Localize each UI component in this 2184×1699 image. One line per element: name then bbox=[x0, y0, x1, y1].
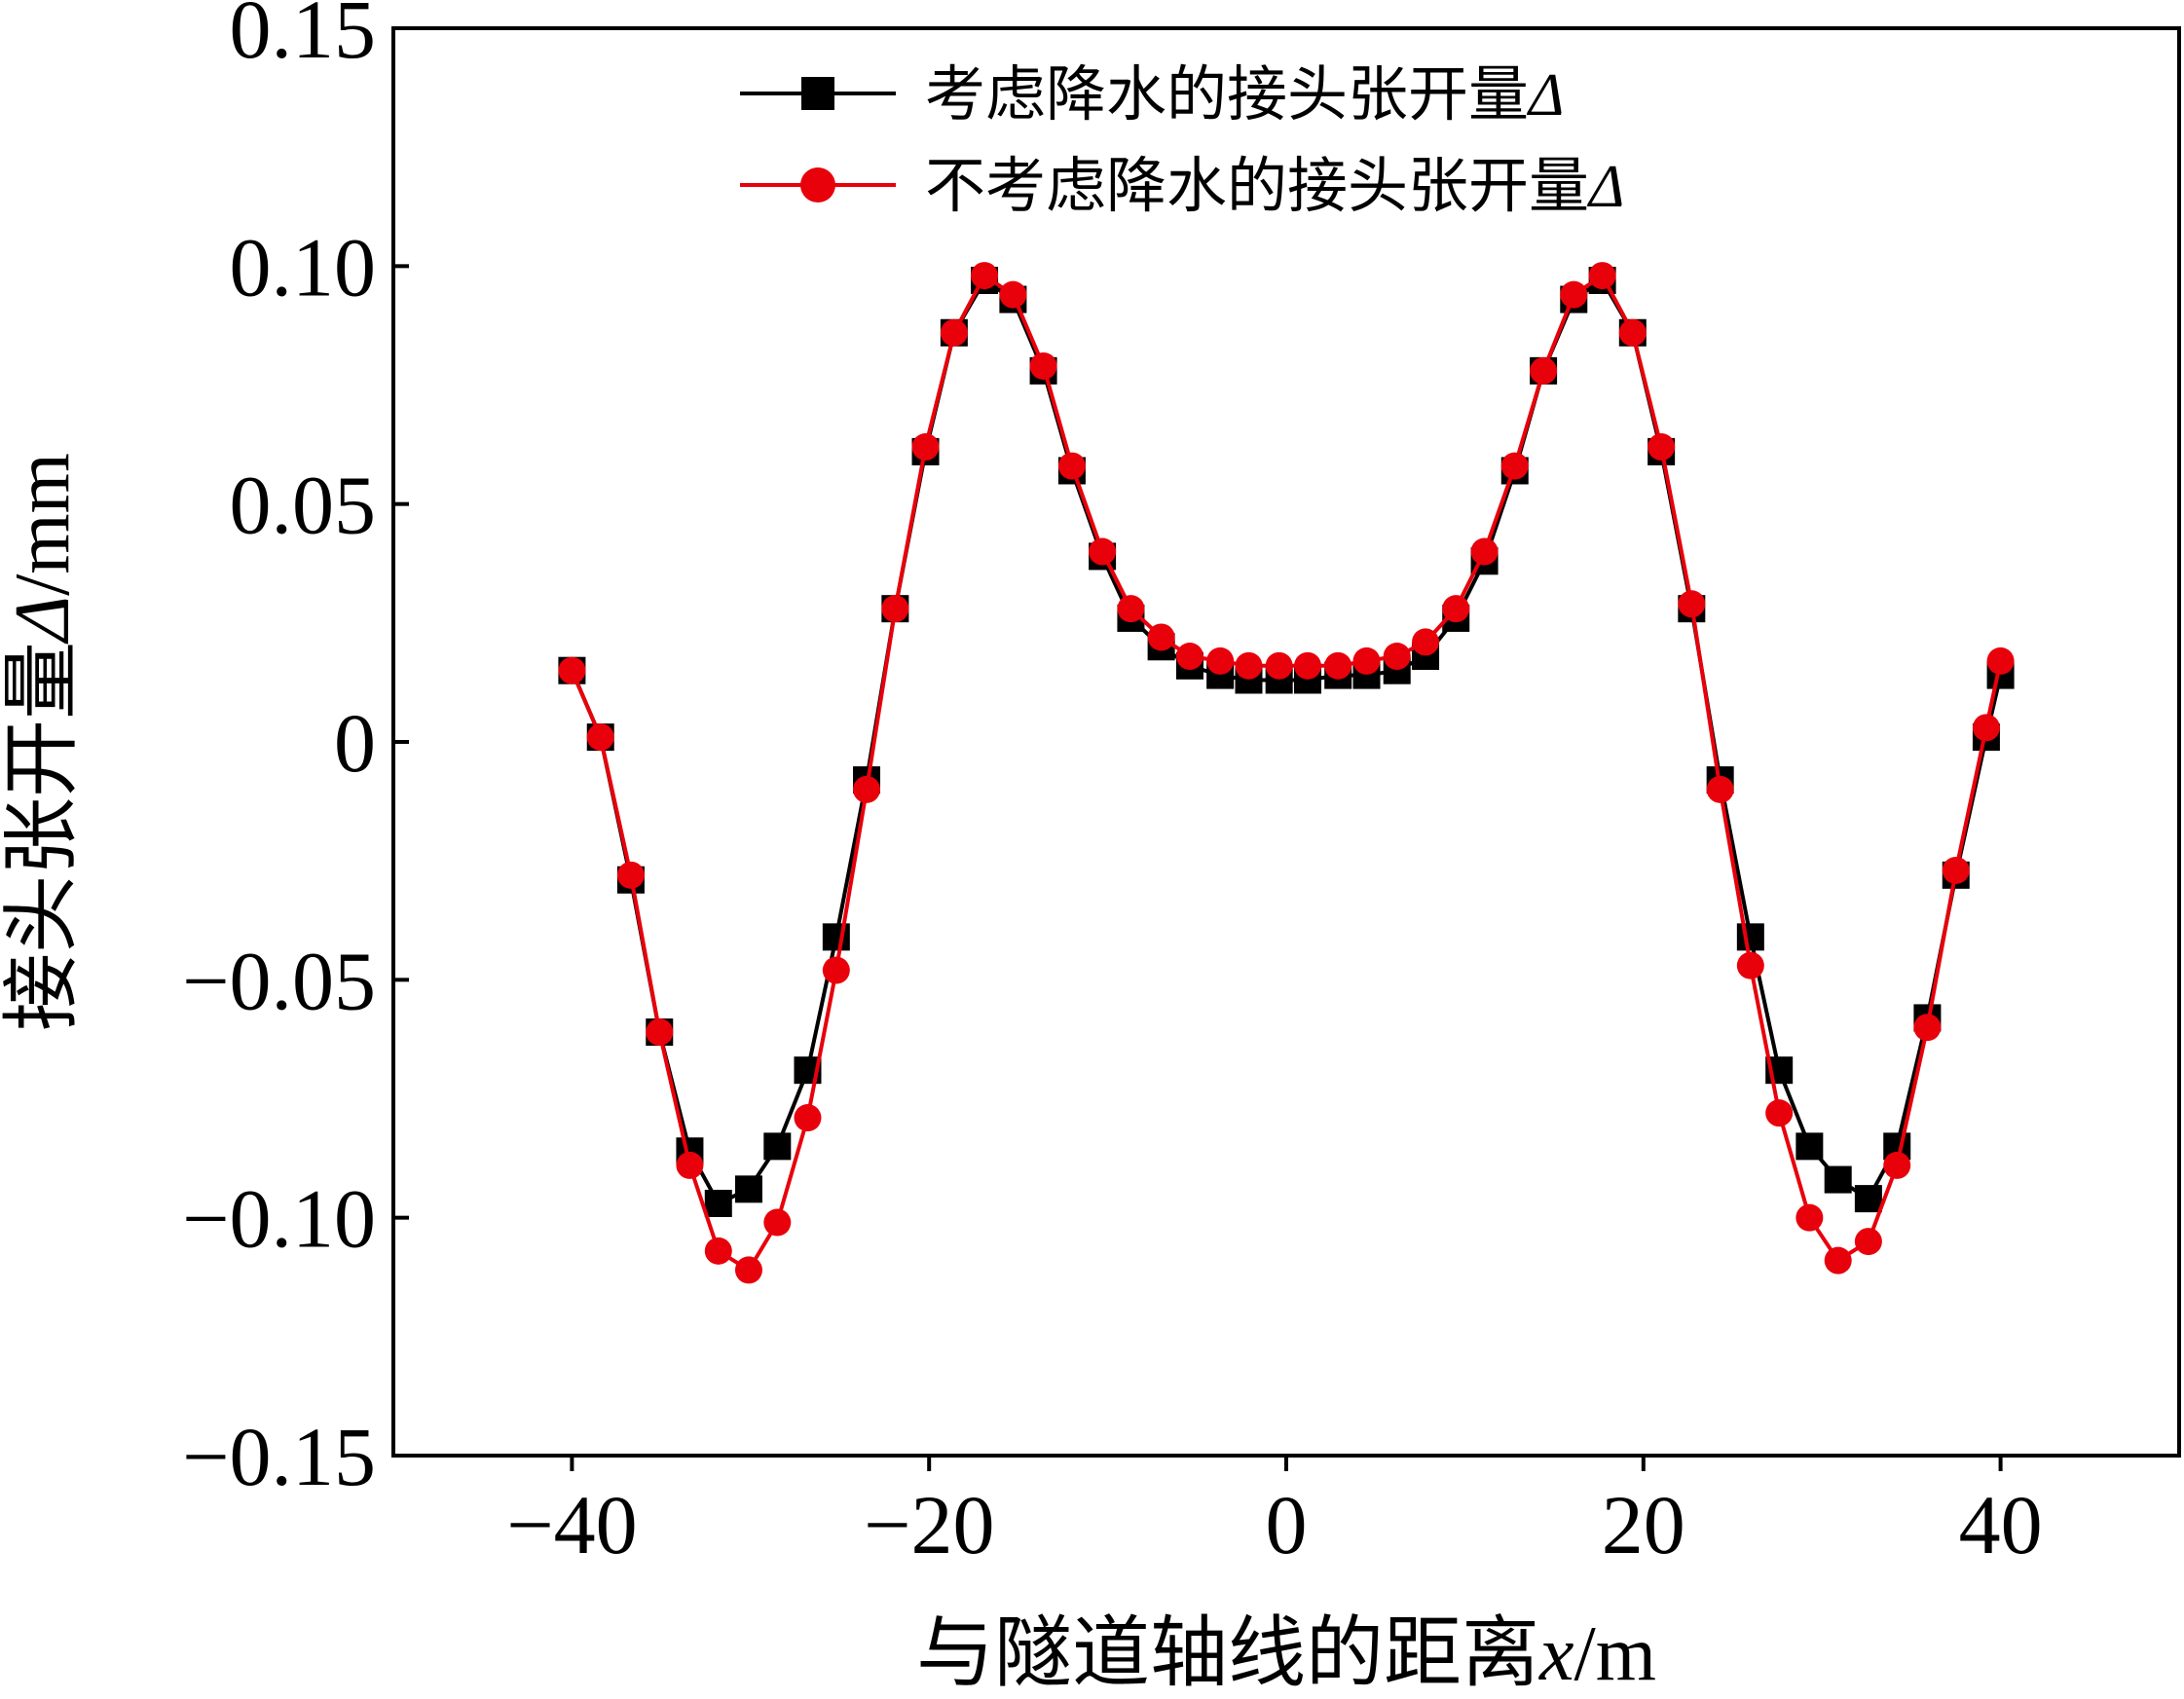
x-tick-label: −40 bbox=[506, 1478, 638, 1571]
series-line-1 bbox=[570, 274, 2003, 1273]
y-tick-label: 0.10 bbox=[230, 220, 377, 314]
data-point bbox=[1206, 646, 1235, 675]
data-point bbox=[1765, 1099, 1794, 1127]
series-layer bbox=[558, 262, 2015, 1284]
data-point bbox=[558, 656, 586, 684]
legend-label-1: 不考虑降水的接头张开量Δ bbox=[925, 150, 1624, 221]
legend: 考虑降水的接头张开量Δ 不考虑降水的接头张开量Δ bbox=[740, 58, 1624, 221]
series-0 bbox=[558, 266, 2015, 1218]
data-point bbox=[1706, 775, 1734, 803]
data-point bbox=[1500, 452, 1529, 480]
data-point bbox=[911, 433, 940, 462]
plot-frame bbox=[391, 26, 2181, 1458]
data-point bbox=[1383, 643, 1411, 671]
data-point bbox=[586, 723, 614, 752]
y-axis-ticks: −0.15 −0.10 −0.05 0 0.05 0.10 0.15 bbox=[182, 0, 409, 1503]
data-point bbox=[1618, 318, 1647, 347]
data-point bbox=[1972, 714, 2000, 742]
data-point bbox=[1854, 1185, 1882, 1213]
legend-marker-1 bbox=[800, 167, 835, 203]
data-point bbox=[822, 923, 850, 951]
data-point bbox=[1795, 1132, 1824, 1161]
data-point bbox=[1352, 646, 1381, 675]
data-point bbox=[1883, 1151, 1911, 1179]
data-point bbox=[1736, 923, 1764, 951]
data-point bbox=[676, 1151, 704, 1179]
x-axis-title: 与隧道轴线的距离x/m bbox=[916, 1607, 1656, 1698]
data-point bbox=[1175, 643, 1203, 671]
data-point bbox=[971, 262, 999, 290]
data-point bbox=[881, 595, 909, 623]
data-point bbox=[1089, 537, 1117, 566]
data-point bbox=[1824, 1165, 1852, 1194]
data-point bbox=[1235, 651, 1263, 680]
y-tick-label: −0.10 bbox=[182, 1172, 376, 1266]
data-point bbox=[1057, 452, 1086, 480]
series-1 bbox=[558, 262, 2015, 1284]
y-tick-label: −0.15 bbox=[182, 1410, 376, 1503]
data-point bbox=[794, 1104, 822, 1132]
data-point bbox=[1560, 280, 1588, 309]
data-point bbox=[822, 956, 850, 984]
data-point bbox=[1913, 1014, 1942, 1042]
x-axis-ticks: −40 −20 0 20 40 bbox=[506, 1456, 2043, 1571]
data-point bbox=[763, 1132, 792, 1161]
data-point bbox=[1147, 623, 1175, 651]
legend-label-0: 考虑降水的接头张开量Δ bbox=[925, 58, 1564, 129]
x-tick-label: 40 bbox=[1959, 1478, 2043, 1571]
data-point bbox=[734, 1256, 762, 1284]
data-point bbox=[1117, 595, 1145, 623]
data-point bbox=[1942, 856, 1970, 884]
data-point bbox=[1530, 356, 1558, 385]
data-point bbox=[704, 1237, 732, 1265]
data-point bbox=[1824, 1246, 1852, 1274]
data-point bbox=[734, 1175, 762, 1203]
data-point bbox=[1678, 590, 1706, 618]
y-tick-label: 0.05 bbox=[230, 459, 377, 552]
data-point bbox=[763, 1208, 792, 1237]
legend-marker-0 bbox=[801, 77, 834, 110]
data-point bbox=[1588, 262, 1616, 290]
data-point bbox=[853, 775, 881, 803]
data-point bbox=[999, 280, 1027, 309]
data-point bbox=[940, 318, 968, 347]
y-tick-label: 0.15 bbox=[230, 0, 377, 76]
data-point bbox=[1647, 433, 1676, 462]
data-point bbox=[704, 1190, 732, 1218]
series-line-0 bbox=[570, 278, 2003, 1205]
y-tick-label: −0.05 bbox=[182, 934, 376, 1027]
data-point bbox=[1470, 537, 1499, 566]
data-point bbox=[646, 1018, 674, 1047]
y-axis-title: 接头张开量Δ/mm bbox=[0, 453, 87, 1031]
x-tick-label: 0 bbox=[1266, 1478, 1308, 1571]
data-point bbox=[1795, 1203, 1824, 1232]
data-point bbox=[1442, 595, 1470, 623]
data-point bbox=[1029, 351, 1057, 380]
x-tick-label: 20 bbox=[1602, 1478, 1685, 1571]
data-point bbox=[1736, 951, 1764, 979]
data-point bbox=[1265, 651, 1293, 680]
data-point bbox=[1986, 646, 2015, 675]
data-point bbox=[1294, 651, 1322, 680]
data-point bbox=[616, 861, 645, 889]
data-point bbox=[1324, 651, 1352, 680]
y-tick-label: 0 bbox=[334, 696, 376, 790]
data-point bbox=[1412, 628, 1440, 656]
x-tick-label: −20 bbox=[864, 1478, 995, 1571]
data-point bbox=[1854, 1228, 1882, 1256]
